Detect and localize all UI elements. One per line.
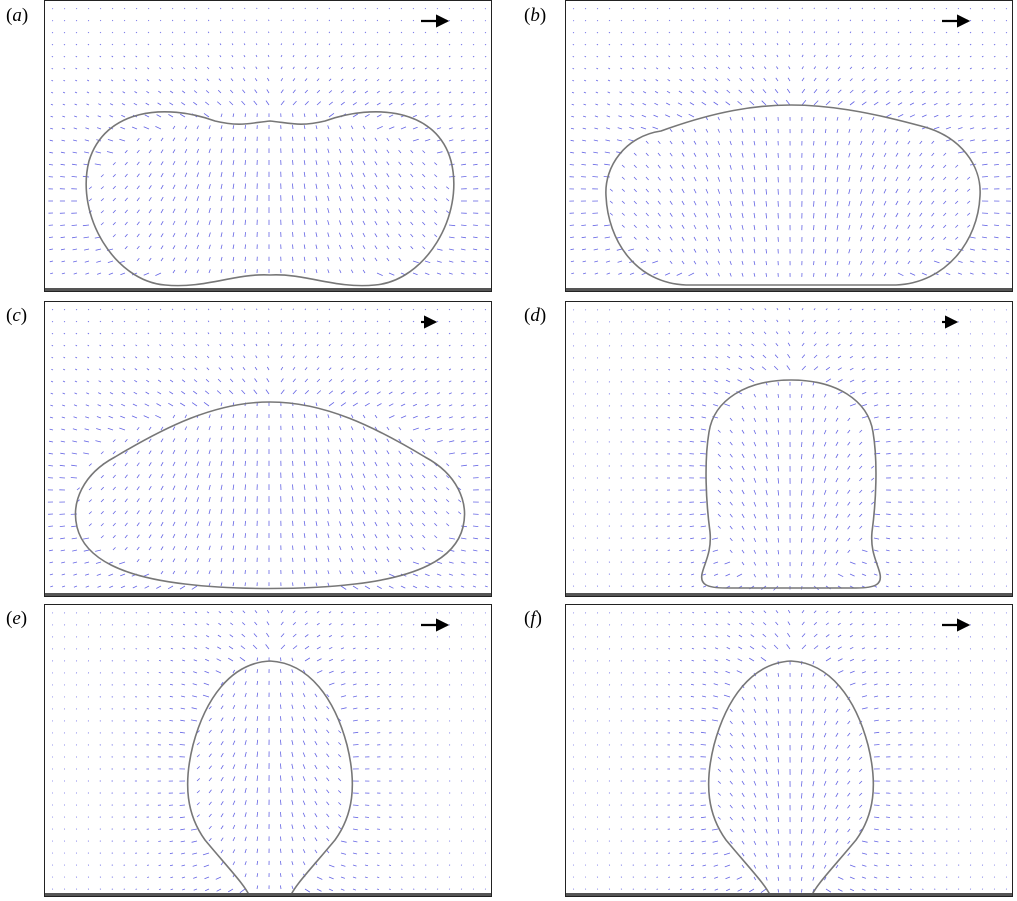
interface-contour [707, 660, 875, 896]
velocity-panel-d [565, 301, 1013, 597]
panel-label-e: (e) [6, 608, 28, 629]
velocity-vectors [573, 609, 1007, 894]
panel-label-b: (b) [524, 5, 547, 26]
wall-line [45, 288, 491, 291]
vector-field [573, 609, 1007, 896]
wall-line [45, 593, 491, 596]
wall-line [566, 593, 1012, 596]
panel-label-a: (a) [6, 5, 29, 26]
panel-label-d: (d) [524, 305, 547, 326]
velocity-vectors [52, 609, 486, 894]
velocity-vectors [569, 7, 1011, 277]
velocity-vectors [572, 307, 1008, 591]
wall-line [566, 893, 1012, 896]
velocity-panel-b [565, 0, 1013, 292]
vector-field [48, 7, 490, 287]
velocity-vectors [47, 308, 491, 590]
vector-field [47, 308, 491, 590]
vector-field [52, 609, 486, 896]
velocity-panel-f [565, 604, 1013, 897]
interface-contour [605, 104, 981, 286]
vector-field [569, 7, 1011, 286]
velocity-vectors [48, 7, 490, 276]
velocity-panel-a [44, 0, 492, 292]
vector-field [572, 307, 1008, 591]
panel-label-c: (c) [6, 305, 28, 326]
velocity-panel-e [44, 604, 492, 897]
wall-line [45, 893, 491, 896]
panel-label-f: (f) [524, 608, 542, 629]
velocity-panel-c [44, 301, 492, 597]
interface-contour [74, 401, 466, 590]
wall-line [566, 288, 1012, 291]
interface-contour [186, 660, 354, 896]
interface-contour [700, 379, 882, 589]
interface-contour [85, 111, 455, 287]
